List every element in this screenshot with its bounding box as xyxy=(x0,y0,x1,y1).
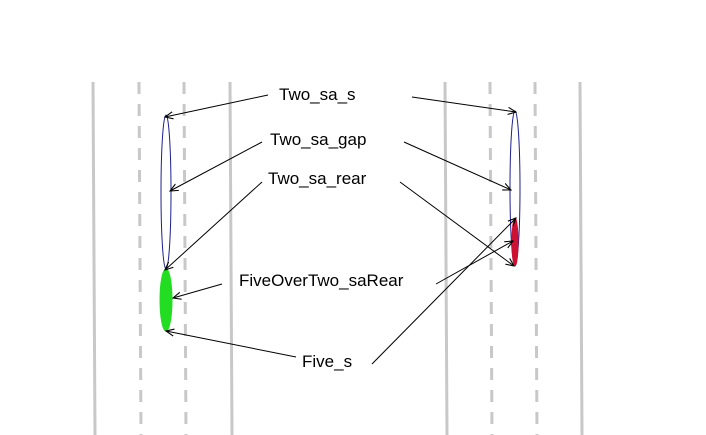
label-five-s: Five_s xyxy=(302,352,352,371)
arrow-two-sa-rear-left xyxy=(165,181,263,270)
left-road-dashed-line-2 xyxy=(182,81,188,435)
right-road-solid-line-inner xyxy=(443,81,449,435)
labels: Two_sa_s Two_sa_gap Two_sa_rear FiveOver… xyxy=(239,85,404,371)
left-vehicle xyxy=(159,114,173,332)
left-two-sa-vehicle-ellipse xyxy=(160,114,172,270)
arrow-five-over-two-sa-rear-left xyxy=(173,283,223,298)
right-road xyxy=(443,81,584,435)
label-two-sa-rear: Two_sa_rear xyxy=(268,169,367,188)
label-two-sa-s: Two_sa_s xyxy=(279,85,356,104)
arrows xyxy=(165,94,516,365)
right-road-solid-line-outer xyxy=(578,81,584,435)
arrow-five-s-right xyxy=(371,218,516,365)
right-road-dashed-line-2 xyxy=(533,81,539,435)
arrow-five-over-two-sa-rear-right xyxy=(435,241,513,285)
left-road-dashed-line-1 xyxy=(137,81,143,435)
right-rear-segment-ellipse xyxy=(511,217,519,267)
label-five-over-two-sa-rear: FiveOverTwo_saRear xyxy=(239,271,404,290)
arrow-two-sa-gap-right xyxy=(403,141,511,190)
label-two-sa-gap: Two_sa_gap xyxy=(270,130,366,149)
left-road xyxy=(91,81,234,435)
left-road-solid-line-outer xyxy=(91,81,97,435)
arrow-two-sa-s-right xyxy=(411,96,516,112)
arrow-two-sa-rear-right xyxy=(399,181,514,266)
arrow-five-s-left xyxy=(166,331,297,358)
right-vehicle xyxy=(509,110,521,267)
arrow-two-sa-gap-left xyxy=(170,141,263,191)
left-five-over-two-sa-rear-ellipse xyxy=(159,268,173,332)
right-road-dashed-line-1 xyxy=(488,81,494,435)
left-road-solid-line-inner xyxy=(228,81,234,435)
arrow-two-sa-s-left xyxy=(165,94,269,117)
